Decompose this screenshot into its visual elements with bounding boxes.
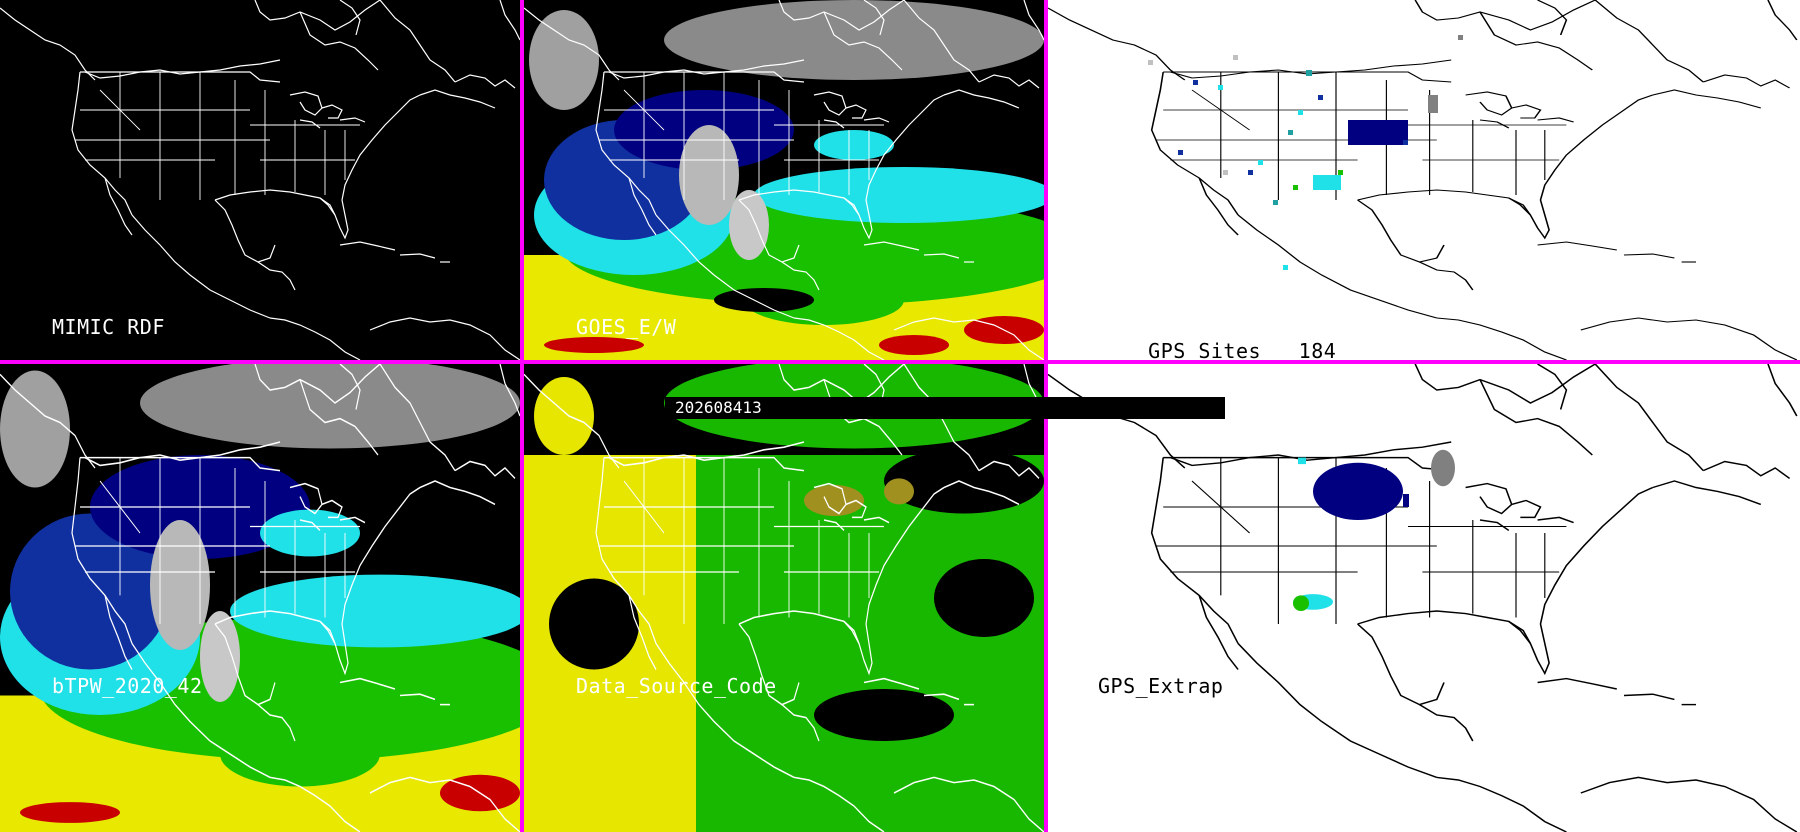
- dry-gray-region: [729, 190, 769, 260]
- gps-site-marker: [1288, 130, 1293, 135]
- gps-site-marker: [1258, 160, 1263, 165]
- gps-site-marker: [1178, 150, 1183, 155]
- panel-gps-sites: GPS Sites 184: [1048, 0, 1800, 360]
- source-olive-region: [884, 478, 914, 505]
- gps-site-marker: [1223, 170, 1228, 175]
- source-region-east: [696, 455, 1046, 832]
- extrap-region: [1293, 595, 1309, 611]
- dry-cloud-region: [140, 364, 520, 449]
- high-moisture: [20, 802, 120, 823]
- panel-gps-extrap: GPS_Extrap: [1048, 364, 1800, 832]
- dark-gap: [360, 483, 480, 531]
- dry-cloud-region: [664, 0, 1044, 80]
- gps-site-marker: [1313, 175, 1341, 190]
- gps-sites-count: 184: [1298, 339, 1337, 360]
- high-moisture: [879, 335, 949, 355]
- dry-cloud-region: [0, 370, 70, 488]
- cyan-moist-band: [260, 509, 360, 557]
- gps-site-marker: [1318, 95, 1323, 100]
- source-region-west: [534, 377, 594, 455]
- divider-vertical-left: [520, 0, 524, 832]
- gps-site-marker: [1298, 110, 1303, 115]
- dark-gap: [714, 288, 814, 312]
- image-timestamp: 202608413: [675, 398, 762, 417]
- panel-data-source: Data_Source_Code: [524, 364, 1046, 832]
- gps-sites-map: [1048, 0, 1798, 360]
- timestamp-bar: 202608413: [665, 397, 1225, 419]
- cyan-moist-band: [754, 167, 1046, 223]
- green-moist-band: [744, 275, 904, 325]
- tpw-field-goes: [524, 0, 1046, 360]
- extrap-region: [1403, 494, 1409, 507]
- extrap-region: [1298, 457, 1306, 465]
- dark-gap: [549, 578, 639, 670]
- dry-gray-region: [150, 520, 210, 650]
- gps-site-marker: [1283, 265, 1288, 270]
- panel-label-gps-extrap: GPS_Extrap: [1098, 674, 1224, 698]
- gps-site-marker: [1193, 80, 1198, 85]
- panel-label-btpw: bTPW_2020_42: [52, 674, 203, 698]
- gps-site-marker: [1293, 185, 1298, 190]
- gps-extrap-map: [1048, 364, 1798, 832]
- panel-label-mimic-rdf: MIMIC RDF: [52, 315, 165, 339]
- dark-gap: [884, 102, 1004, 138]
- panel-goes-ew: GOES_E/W: [524, 0, 1046, 360]
- dark-gap: [814, 689, 954, 741]
- gps-site-marker: [1428, 95, 1438, 113]
- gps-site-marker: [1273, 200, 1278, 205]
- cyan-moist-band: [230, 574, 522, 648]
- high-moisture: [544, 337, 644, 353]
- gps-site-markers: [1148, 35, 1463, 270]
- extrap-region: [1313, 462, 1403, 520]
- gps-site-marker: [1233, 55, 1238, 60]
- gps-sites-title: GPS Sites: [1148, 339, 1262, 360]
- gps-site-marker: [1338, 170, 1343, 175]
- gps-site-marker: [1218, 85, 1223, 90]
- gps-site-marker: [1306, 70, 1312, 76]
- divider-horizontal: [0, 360, 1800, 364]
- gps-site-marker: [1348, 120, 1408, 145]
- panel-label-gps-sites: GPS Sites 184: [1098, 315, 1336, 360]
- panel-label-goes-ew: GOES_E/W: [576, 315, 677, 339]
- panel-btpw: bTPW_2020_42: [0, 364, 522, 832]
- dark-gap: [934, 559, 1034, 637]
- gps-site-marker: [1458, 35, 1463, 40]
- green-moist-band: [220, 721, 380, 787]
- gps-site-marker: [1403, 140, 1408, 145]
- tpw-field-btpw: [0, 364, 522, 832]
- cyan-moist-band: [814, 130, 894, 160]
- map-outline-mimic: [0, 0, 521, 360]
- panel-mimic-rdf: MIMIC RDF: [0, 0, 522, 360]
- dry-gray-region: [200, 611, 240, 702]
- gps-site-marker: [1248, 170, 1253, 175]
- extrap-region: [1431, 449, 1455, 487]
- gps-site-marker: [1148, 60, 1153, 65]
- data-source-field: [524, 364, 1046, 832]
- source-olive-region: [804, 484, 864, 517]
- panel-label-data-source: Data_Source_Code: [576, 674, 777, 698]
- blue-region: [10, 513, 170, 670]
- dry-cloud-region: [529, 10, 599, 110]
